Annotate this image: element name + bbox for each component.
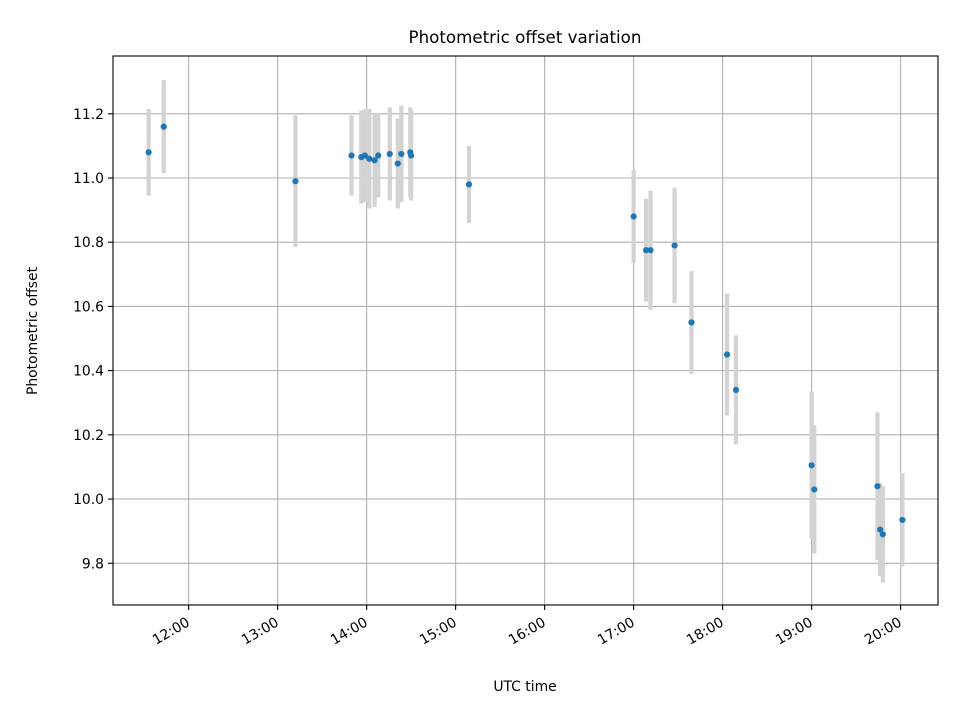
data-point [145,149,152,156]
y-tick-label: 10.0 [73,492,104,508]
data-point [371,157,378,164]
data-point [361,152,368,159]
data-points [145,123,906,538]
grid [113,56,938,605]
data-point [671,242,678,249]
chart-title: Photometric offset variation [409,27,642,47]
data-point [899,516,906,524]
y-tick-label: 10.8 [73,235,104,251]
y-tick-label: 11.2 [73,107,104,123]
data-point [874,483,881,490]
data-point [688,319,695,326]
y-tick-label: 11.0 [73,171,104,187]
x-axis-label: UTC time [493,679,556,695]
data-point [398,150,405,158]
y-tick-label: 9.8 [82,556,104,572]
data-point [366,155,373,162]
data-point [811,486,818,493]
data-point [292,178,299,185]
data-point [732,386,740,393]
data-point [348,152,355,159]
data-point [647,247,654,254]
data-point [465,181,473,188]
y-axis-label: Photometric offset [25,266,41,395]
data-point [808,462,815,469]
y-tick-label: 10.4 [73,364,104,380]
data-point [386,150,393,158]
data-point [394,160,401,167]
y-tick-label: 10.6 [73,299,104,315]
y-tick-label: 10.2 [73,428,104,444]
data-point [642,247,650,254]
data-point [408,152,415,159]
data-point [877,526,884,533]
data-point [630,213,637,220]
plot-frame [112,55,939,606]
data-point [375,152,382,159]
y-axis: 9.8 10.0 10.2 10.4 10.6 10.8 11.0 11.2 [73,107,113,572]
data-point [879,531,886,538]
data-point [160,123,167,130]
data-point [723,351,731,358]
